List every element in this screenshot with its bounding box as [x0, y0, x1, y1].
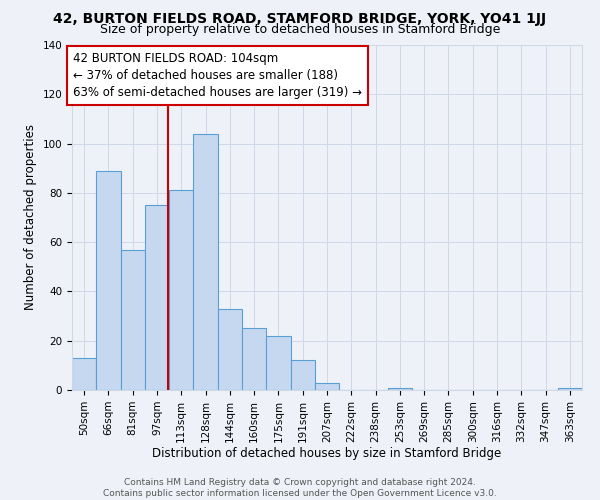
Bar: [242, 328, 266, 390]
Bar: [96, 170, 121, 390]
Bar: [193, 134, 218, 390]
Bar: [558, 388, 582, 390]
Bar: [218, 308, 242, 390]
Bar: [145, 205, 169, 390]
Y-axis label: Number of detached properties: Number of detached properties: [24, 124, 37, 310]
Bar: [169, 190, 193, 390]
Bar: [388, 388, 412, 390]
Bar: [290, 360, 315, 390]
Bar: [266, 336, 290, 390]
Text: Size of property relative to detached houses in Stamford Bridge: Size of property relative to detached ho…: [100, 22, 500, 36]
Bar: [315, 382, 339, 390]
Text: 42, BURTON FIELDS ROAD, STAMFORD BRIDGE, YORK, YO41 1JJ: 42, BURTON FIELDS ROAD, STAMFORD BRIDGE,…: [53, 12, 547, 26]
Bar: [72, 358, 96, 390]
Text: Contains HM Land Registry data © Crown copyright and database right 2024.
Contai: Contains HM Land Registry data © Crown c…: [103, 478, 497, 498]
Bar: [121, 250, 145, 390]
X-axis label: Distribution of detached houses by size in Stamford Bridge: Distribution of detached houses by size …: [152, 448, 502, 460]
Text: 42 BURTON FIELDS ROAD: 104sqm
← 37% of detached houses are smaller (188)
63% of : 42 BURTON FIELDS ROAD: 104sqm ← 37% of d…: [73, 52, 362, 100]
